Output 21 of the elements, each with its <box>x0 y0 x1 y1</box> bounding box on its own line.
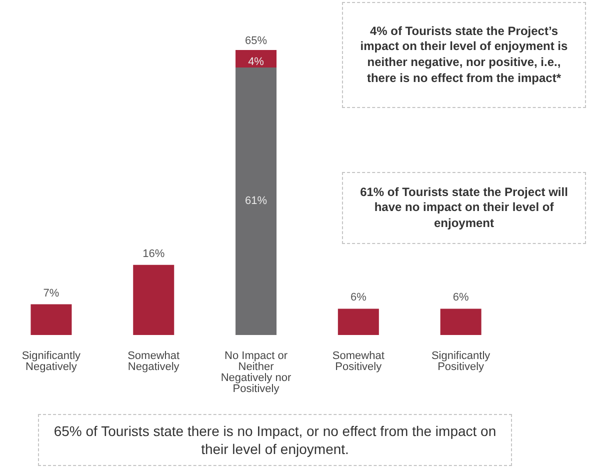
x-tick-label: Somewhat Negatively <box>128 350 180 373</box>
x-tick-label: Significantly Positively <box>431 350 491 373</box>
bar <box>133 264 174 335</box>
bar <box>236 68 277 335</box>
text: 65% of Tourists state there is no Impact, or no effect from the impact on their level of enjoyment. <box>52 422 498 458</box>
data-label: 61% <box>245 195 268 208</box>
x-tick-label: Somewhat Positively <box>332 350 384 373</box>
x-tick-label: No Impact or Neither Negatively nor Positively <box>220 350 292 395</box>
data-label: 16% <box>142 248 165 260</box>
bar <box>30 304 72 335</box>
data-label: 6% <box>452 292 469 304</box>
data-label: 4% <box>248 56 264 68</box>
bar <box>236 50 277 68</box>
total-label: 65% <box>245 35 268 47</box>
annotation: 4% of Tourists state the Project’s impact on their level of enjoyment is neither negative, nor positive, i.e., there is no effect from the impact* <box>359 24 569 86</box>
bar <box>440 308 482 335</box>
data-label: 7% <box>43 287 60 300</box>
bar <box>338 308 379 335</box>
x-tick-label: Significantly Negatively <box>22 350 82 373</box>
annotation: 61% of Tourists state the Project will have no impact on their level of enjoyment <box>359 184 569 232</box>
data-label: 6% <box>350 292 367 304</box>
